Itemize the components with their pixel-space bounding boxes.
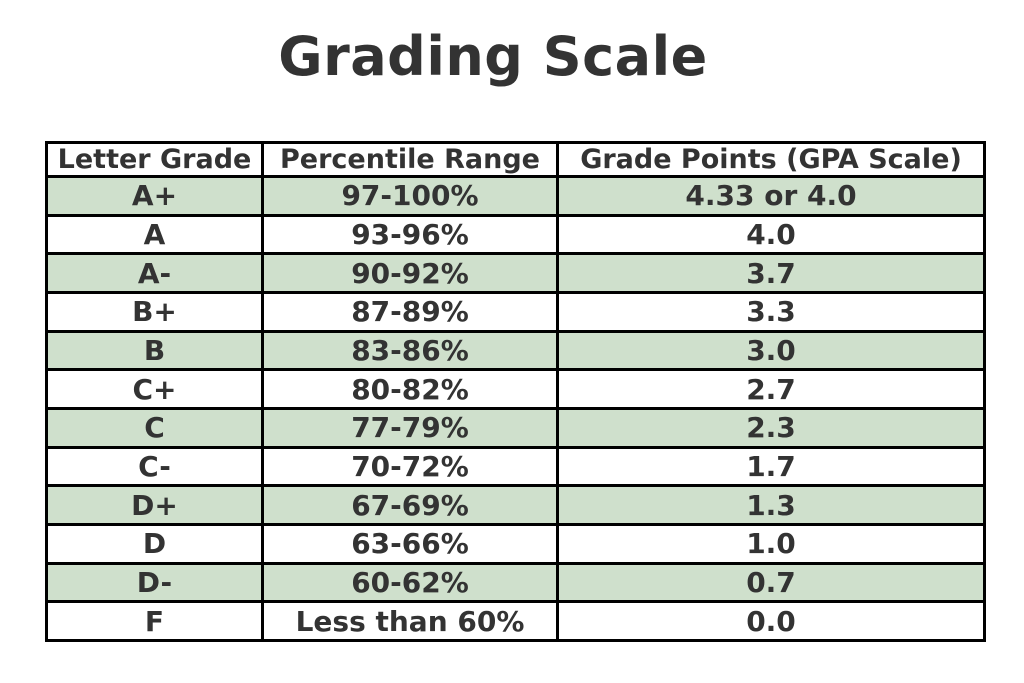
table-cell: A+	[45, 175, 264, 217]
table-cell: C	[45, 406, 264, 449]
table-cell: D	[45, 522, 264, 565]
table-cell: 63-66%	[261, 522, 559, 565]
table-cell: B	[45, 329, 264, 372]
table-row: C- 70-72% 1.7	[45, 445, 986, 488]
table-row: D- 60-62% 0.7	[45, 561, 986, 604]
table-cell: 1.0	[556, 522, 986, 565]
header-cell-1: Percentile Range	[261, 141, 559, 178]
table-cell: 0.0	[556, 600, 986, 642]
table-row: C+ 80-82% 2.7	[45, 368, 986, 410]
table-cell: 1.7	[556, 445, 986, 488]
table-cell: 97-100%	[261, 175, 559, 217]
table-cell: Less than 60%	[261, 600, 559, 642]
table-cell: 3.0	[556, 329, 986, 372]
table-row: A- 90-92% 3.7	[45, 252, 986, 294]
table-cell: 2.7	[556, 368, 986, 410]
table-cell: A-	[45, 252, 264, 294]
table-row: B+ 87-89% 3.3	[45, 290, 986, 333]
table-row: D+ 67-69% 1.3	[45, 484, 986, 526]
table-row: A+ 97-100% 4.33 or 4.0	[45, 175, 986, 217]
table-cell: 4.0	[556, 213, 986, 256]
table-cell: 60-62%	[261, 561, 559, 604]
table-cell: 0.7	[556, 561, 986, 604]
table-cell: 77-79%	[261, 406, 559, 449]
table-cell: D+	[45, 484, 264, 526]
table-cell: D-	[45, 561, 264, 604]
table-row: B 83-86% 3.0	[45, 329, 986, 372]
table-row: C 77-79% 2.3	[45, 406, 986, 449]
table-cell: 80-82%	[261, 368, 559, 410]
table-cell: 90-92%	[261, 252, 559, 294]
table-cell: A	[45, 213, 264, 256]
table-cell: 87-89%	[261, 290, 559, 333]
table-cell: 3.7	[556, 252, 986, 294]
table-cell: 3.3	[556, 290, 986, 333]
table-cell: 83-86%	[261, 329, 559, 372]
table-cell: 4.33 or 4.0	[556, 175, 986, 217]
page-title: Grading Scale	[278, 25, 708, 88]
table-cell: C-	[45, 445, 264, 488]
table-cell: 70-72%	[261, 445, 559, 488]
table-cell: B+	[45, 290, 264, 333]
table-cell: F	[45, 600, 264, 642]
table-row: A 93-96% 4.0	[45, 213, 986, 256]
header-cell-0: Letter Grade	[45, 141, 264, 178]
grading-scale-table: Letter Grade Percentile Range Grade Points…	[45, 141, 986, 642]
table-row: D 63-66% 1.0	[45, 522, 986, 565]
table-row: F Less than 60% 0.0	[45, 600, 986, 642]
table-body: A+ 97-100% 4.33 or 4.0 A 93-96% 4.0 A- 90-92% 3.…	[45, 175, 986, 642]
table-cell: 93-96%	[261, 213, 559, 256]
header-row: Letter Grade Percentile Range Grade Points…	[45, 141, 986, 178]
table-cell: 2.3	[556, 406, 986, 449]
table-cell: 1.3	[556, 484, 986, 526]
table-cell: 67-69%	[261, 484, 559, 526]
table-cell: C+	[45, 368, 264, 410]
header-cell-2: Grade Points (GPA Scale)	[556, 141, 986, 178]
